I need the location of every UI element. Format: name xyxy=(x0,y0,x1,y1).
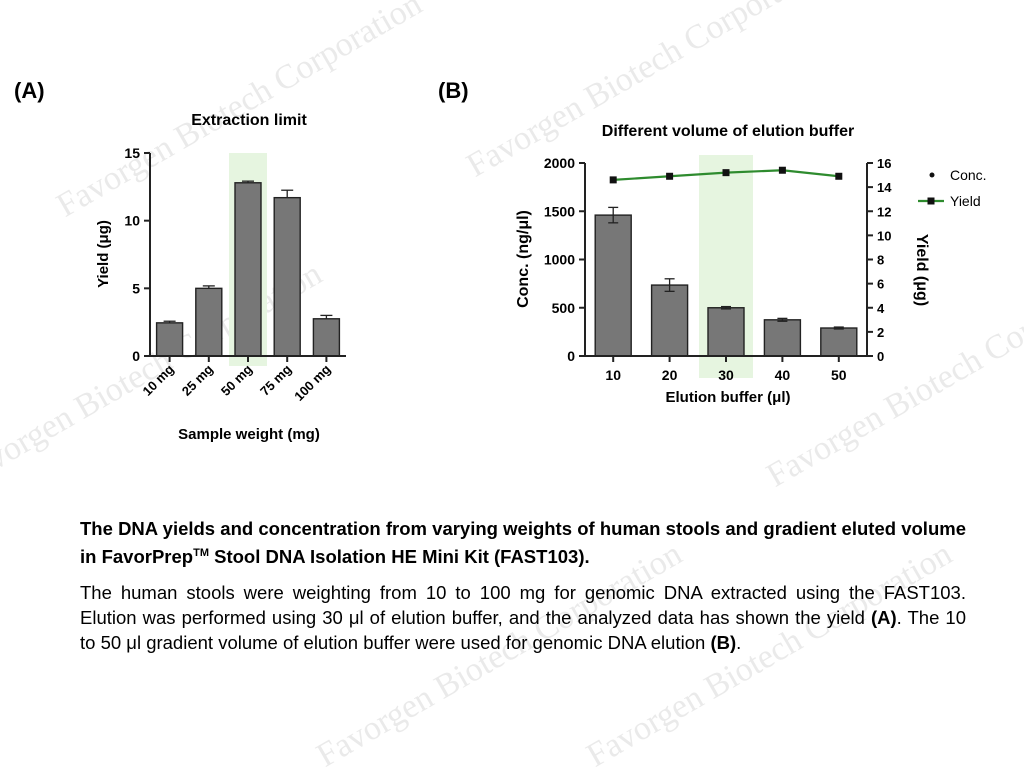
caption-body-ref-a: (A) xyxy=(871,607,897,628)
y-tick-label-right: 16 xyxy=(877,156,891,171)
bar xyxy=(652,285,688,356)
chart-a-title: Extraction limit xyxy=(191,112,307,129)
y-tick-label: 15 xyxy=(124,145,140,161)
y-tick-label: 0 xyxy=(567,348,575,364)
y-tick-label-right: 0 xyxy=(877,349,884,364)
yield-point xyxy=(835,173,842,180)
y-tick-label: 1000 xyxy=(544,252,575,268)
caption-title: The DNA yields and concentration from va… xyxy=(80,516,966,569)
bar xyxy=(313,319,339,356)
x-tick-label: 100 mg xyxy=(291,361,333,403)
chart-b-ylabel: Conc. (ng/μl) xyxy=(515,210,532,308)
y-tick-label: 10 xyxy=(124,213,140,229)
x-tick-label: 50 mg xyxy=(218,361,255,398)
bar xyxy=(595,215,631,356)
bar xyxy=(157,323,183,356)
watermark: Favorgen Biotech Corporation xyxy=(581,535,959,775)
y-tick-label-right: 8 xyxy=(877,253,884,268)
y-tick-label: 1500 xyxy=(544,203,575,219)
bar xyxy=(274,198,300,356)
legend-yield-label: Yield xyxy=(950,193,981,209)
bar xyxy=(708,308,744,356)
y-tick-label-right: 14 xyxy=(877,180,892,195)
yield-point xyxy=(610,176,617,183)
chart-a-ylabel: Yield (μg) xyxy=(95,220,112,288)
bar xyxy=(764,320,800,356)
y-tick-label-right: 12 xyxy=(877,204,891,219)
x-tick-label: 50 xyxy=(831,367,847,383)
legend-yield-marker xyxy=(928,198,935,205)
x-tick-label: 10 mg xyxy=(140,361,177,398)
legend-conc-label: Conc. xyxy=(950,167,987,183)
bar xyxy=(196,288,222,356)
y-tick-label: 500 xyxy=(552,300,576,316)
caption-body-part3: . xyxy=(736,632,741,653)
yield-point xyxy=(779,167,786,174)
x-tick-label: 20 xyxy=(662,367,678,383)
caption-body: The human stools were weighting from 10 … xyxy=(80,580,966,655)
x-tick-label: 30 xyxy=(718,367,734,383)
y-tick-label-right: 4 xyxy=(877,301,885,316)
y-tick-label-right: 6 xyxy=(877,277,884,292)
caption-title-trademark: TM xyxy=(193,547,209,559)
y-tick-label: 2000 xyxy=(544,155,575,171)
bar xyxy=(821,328,857,356)
legend-conc-marker xyxy=(930,173,935,178)
caption-body-ref-b: (B) xyxy=(710,632,736,653)
x-tick-label: 10 xyxy=(605,367,621,383)
chart-b-title: Different volume of elution buffer xyxy=(602,123,854,140)
yield-point xyxy=(666,173,673,180)
caption-body-part1: The human stools were weighting from 10 … xyxy=(80,582,966,628)
watermark: Favorgen Biotech Corporation xyxy=(311,535,689,775)
y-tick-label-right: 10 xyxy=(877,228,891,243)
yield-point xyxy=(723,169,730,176)
bar xyxy=(235,183,261,356)
y-tick-label: 0 xyxy=(132,348,140,364)
x-tick-label: 75 mg xyxy=(257,361,294,398)
chart-a-xlabel: Sample weight (mg) xyxy=(178,426,320,443)
x-tick-label: 40 xyxy=(775,367,791,383)
chart-b-ylabel-right: Yield (μg) xyxy=(913,234,930,306)
chart-b-xlabel: Elution buffer (μl) xyxy=(666,389,791,406)
y-tick-label-right: 2 xyxy=(877,325,884,340)
y-tick-label: 5 xyxy=(132,280,140,296)
x-tick-label: 25 mg xyxy=(179,361,216,398)
caption-title-part2: Stool DNA Isolation HE Mini Kit (FAST103… xyxy=(209,546,590,567)
